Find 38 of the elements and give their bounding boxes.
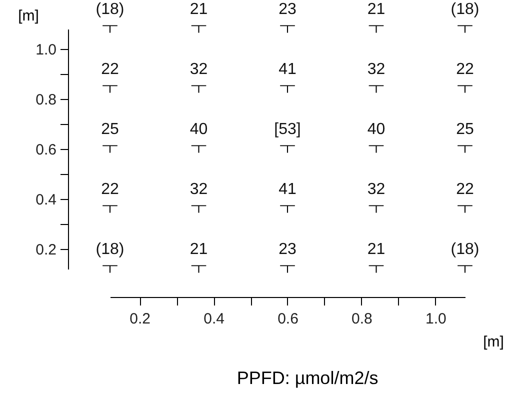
- x-axis-title: [m]: [483, 334, 504, 350]
- annotation: 25: [456, 121, 474, 138]
- annotation: (18): [96, 241, 124, 258]
- x-tick-label: 0.6: [278, 310, 298, 328]
- annotation: 23: [278, 241, 296, 258]
- annotation: 40: [367, 121, 386, 138]
- annotation: 25: [101, 121, 119, 138]
- y-tick-label: 0.4: [36, 192, 56, 208]
- annotation: 22: [101, 61, 119, 78]
- annotation: 32: [190, 61, 208, 78]
- x-tick-label: 0.4: [204, 310, 224, 328]
- annotation: 32: [367, 181, 386, 198]
- annotation: 21: [367, 241, 386, 258]
- annotation: [53]: [274, 121, 301, 138]
- y-axis-title: [m]: [18, 8, 39, 24]
- y-tick-label: 0.8: [36, 92, 56, 108]
- annotation: 32: [367, 61, 386, 78]
- y-tick-label: 1.0: [36, 42, 56, 58]
- annotation: (18): [96, 1, 124, 18]
- annotation: 21: [190, 241, 208, 258]
- annotation: 40: [190, 121, 208, 138]
- annotation: 22: [101, 181, 119, 198]
- annotation: 22: [456, 181, 474, 198]
- x-tick-label: 0.2: [130, 310, 151, 328]
- x-tick-label: 0.8: [352, 310, 372, 328]
- annotation: (18): [450, 241, 480, 258]
- y-tick-label: 0.6: [36, 142, 56, 158]
- annotation: 21: [367, 1, 386, 18]
- annotation: 21: [190, 1, 208, 18]
- annotation: 32: [190, 181, 208, 198]
- text: PPFD: µmol/m2/s: [236, 368, 378, 388]
- annotation: 41: [278, 61, 296, 78]
- y-tick-label: 0.2: [36, 242, 56, 258]
- annotation: 23: [278, 1, 296, 18]
- x-tick-label: 1.0: [425, 310, 446, 328]
- annotation: (18): [450, 1, 480, 18]
- annotation: 41: [278, 181, 296, 198]
- annotation: 22: [456, 61, 474, 78]
